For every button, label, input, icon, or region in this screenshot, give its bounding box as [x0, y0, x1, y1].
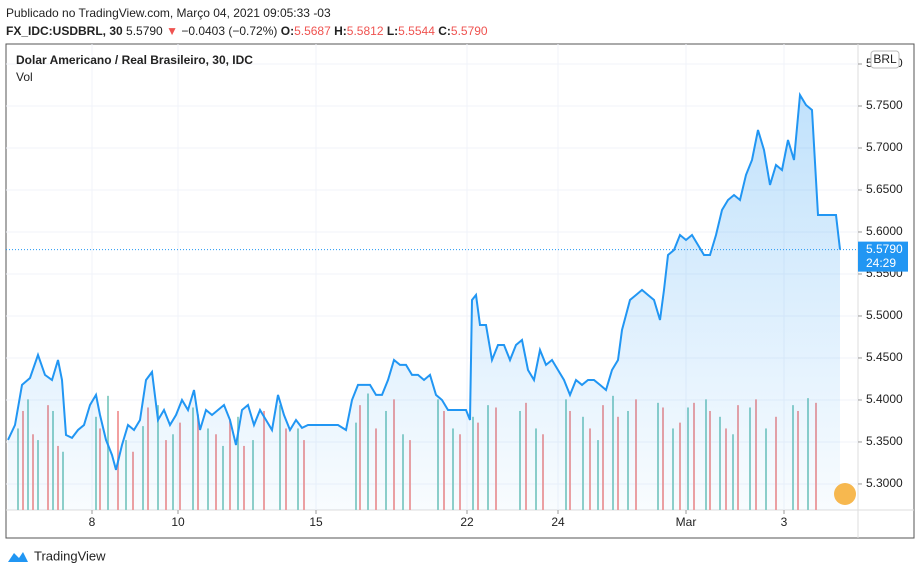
y-tick-label: 5.6000: [866, 224, 903, 238]
currency-box[interactable]: [870, 50, 900, 69]
y-tick-label: 5.7000: [866, 140, 903, 154]
header: Publicado no TradingView.com, Março 04, …: [6, 4, 488, 40]
quote-line: FX_IDC:USDBRL, 30 5.5790 ▼ −0.0403 (−0.7…: [6, 22, 488, 40]
chart-subtitle: Vol: [16, 70, 33, 84]
change: −0.0403 (−0.72%): [181, 24, 278, 38]
l-label: L:: [386, 24, 399, 38]
y-tick-label: 5.5000: [866, 308, 903, 322]
x-tick-label: Mar: [676, 515, 697, 529]
x-tick-label: 3: [781, 515, 788, 529]
c-label: C:: [438, 24, 451, 38]
frame: [5, 43, 915, 539]
chart-title: Dolar Americano / Real Brasileiro, 30, I…: [16, 53, 253, 67]
y-tick-label: 5.4500: [866, 350, 903, 364]
o: 5.5687: [294, 24, 331, 38]
price: 5.5790: [126, 24, 163, 38]
x-tick-label: 8: [89, 515, 96, 529]
currency: BRL: [873, 52, 897, 66]
c: 5.5790: [450, 24, 488, 38]
plot: [7, 91, 841, 510]
arrow: ▼: [166, 24, 178, 38]
x-tick-label: 24: [551, 515, 565, 529]
h: 5.5812: [346, 24, 384, 38]
y-tick-label: 5.4000: [866, 392, 903, 406]
published: Publicado no TradingView.com, Março 04, …: [6, 6, 331, 20]
y-tick-label: 5.6500: [866, 182, 903, 196]
l: 5.5544: [398, 24, 435, 38]
brand: TradingView: [34, 548, 106, 563]
x-tick-label: 10: [171, 515, 185, 529]
axes: 5.30005.35005.40005.45005.50005.55005.60…: [6, 56, 908, 529]
last-price-box: [858, 241, 908, 272]
last-price-label: 5.5790: [866, 242, 903, 256]
events-icon[interactable]: [834, 483, 856, 505]
x-tick-label: 22: [460, 515, 474, 529]
area: [8, 95, 840, 510]
y-tick-label: 5.3000: [866, 476, 903, 490]
o-label: O:: [280, 24, 295, 38]
h-label: H:: [334, 24, 347, 38]
x-tick-label: 15: [309, 515, 323, 529]
line: [7, 91, 841, 471]
y-tick-label: 5.3500: [866, 434, 903, 448]
y-tick-label: 5.7500: [866, 98, 903, 112]
logo: [8, 552, 28, 562]
symbol: FX_IDC:USDBRL, 30: [6, 24, 123, 38]
countdown: 24:29: [866, 256, 896, 270]
